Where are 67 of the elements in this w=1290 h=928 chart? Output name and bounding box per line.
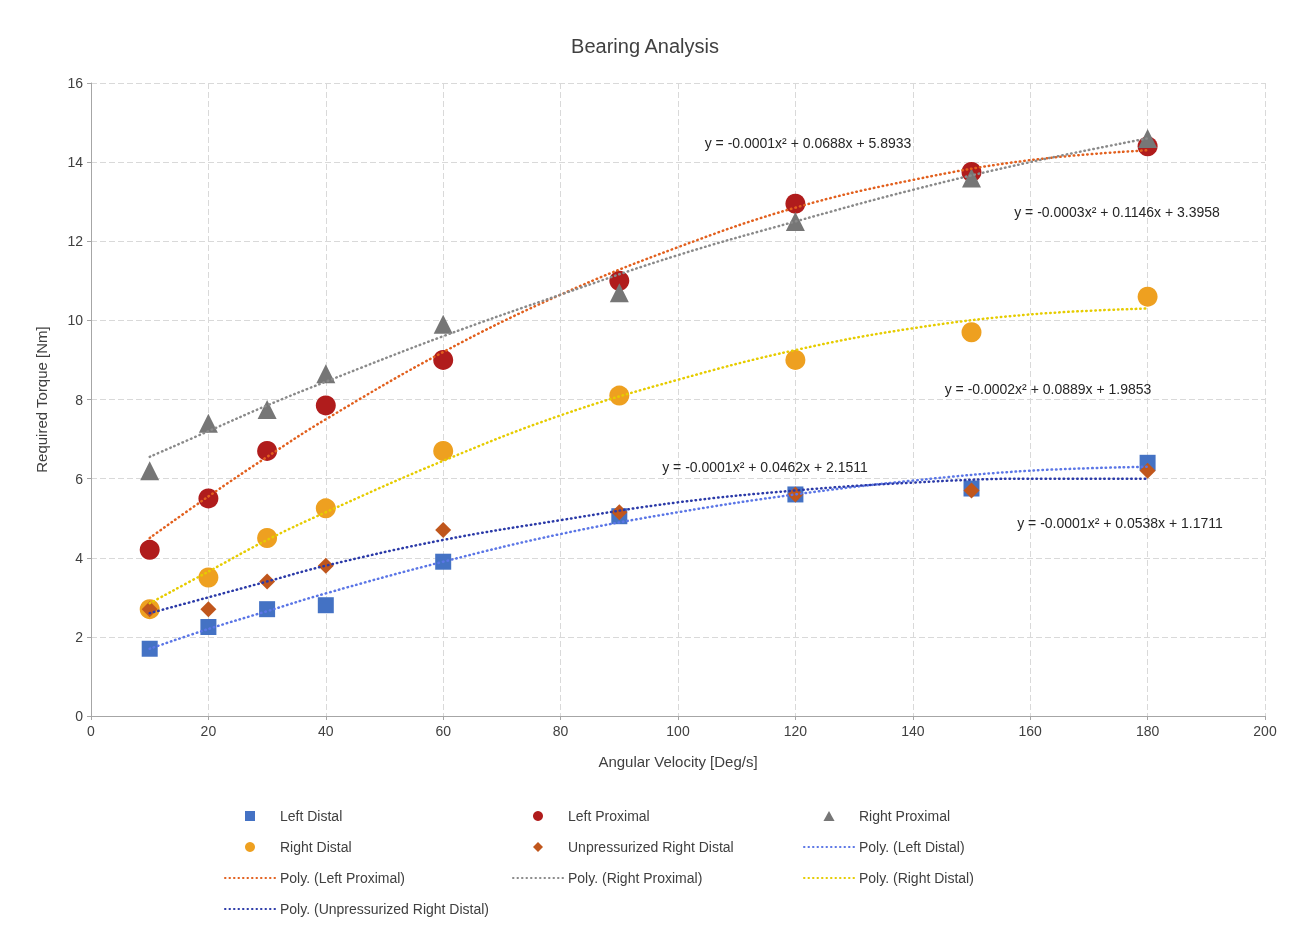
legend-label: Poly. (Right Proximal) bbox=[568, 870, 703, 886]
point bbox=[257, 440, 278, 461]
chart-title: Bearing Analysis bbox=[571, 35, 719, 57]
y-tick-label: 14 bbox=[67, 154, 84, 171]
point bbox=[433, 314, 453, 334]
point bbox=[139, 539, 160, 560]
x-tick-label: 60 bbox=[435, 723, 452, 739]
legend-label: Left Proximal bbox=[568, 808, 650, 824]
y-tick-label: 12 bbox=[67, 233, 84, 250]
point bbox=[609, 283, 629, 303]
x-axis-title: Angular Velocity [Deg/s] bbox=[598, 753, 758, 770]
legend-label: Poly. (Right Distal) bbox=[859, 870, 974, 886]
point bbox=[315, 498, 336, 519]
point bbox=[315, 395, 336, 416]
point bbox=[961, 322, 982, 343]
legend-label: Right Proximal bbox=[859, 808, 951, 824]
annotation: y = -0.0003x² + 0.1146x + 3.3958 bbox=[1014, 204, 1221, 220]
y-axis-title: Required Torque [Nm] bbox=[33, 326, 50, 473]
point bbox=[435, 522, 452, 539]
annotation: y = -0.0002x² + 0.0889x + 1.9853 bbox=[944, 381, 1152, 397]
x-tick-label: 20 bbox=[200, 723, 217, 739]
point bbox=[785, 349, 806, 370]
y-tick-label: 4 bbox=[75, 549, 84, 566]
point bbox=[1139, 462, 1156, 479]
y-tick-label: 8 bbox=[75, 391, 84, 408]
x-tick-label: 80 bbox=[552, 723, 569, 739]
legend-label: Unpressurized Right Distal bbox=[568, 839, 734, 855]
point bbox=[257, 399, 277, 419]
y-tick-label: 16 bbox=[67, 75, 84, 91]
point bbox=[1137, 286, 1158, 307]
point bbox=[785, 193, 806, 214]
annotation: y = -0.0001x² + 0.0462x + 2.1511 bbox=[662, 459, 869, 475]
point bbox=[257, 527, 278, 548]
y-tick-label: 6 bbox=[75, 470, 84, 487]
point bbox=[962, 168, 981, 188]
y-tick-label: 10 bbox=[67, 312, 84, 329]
point bbox=[141, 640, 158, 657]
point bbox=[259, 601, 276, 618]
y-tick-label: 2 bbox=[75, 628, 84, 645]
point bbox=[200, 618, 217, 635]
annotation: y = -0.0001x² + 0.0688x + 5.8933 bbox=[704, 135, 912, 151]
legend-label: Right Distal bbox=[280, 839, 352, 855]
x-tick-label: 200 bbox=[1253, 723, 1277, 739]
x-tick-label: 0 bbox=[87, 723, 96, 739]
legend-label: Poly. (Unpressurized Right Distal) bbox=[280, 901, 490, 917]
x-tick-label: 40 bbox=[318, 723, 334, 739]
point bbox=[433, 349, 454, 370]
point bbox=[198, 413, 218, 433]
point bbox=[198, 567, 219, 588]
x-tick-label: 140 bbox=[901, 723, 925, 739]
legend-label: Poly. (Left Distal) bbox=[859, 839, 965, 855]
point bbox=[433, 440, 454, 461]
annotation: y = -0.0001x² + 0.0538x + 1.1711 bbox=[1017, 515, 1224, 531]
point bbox=[200, 601, 217, 618]
x-tick-label: 180 bbox=[1135, 723, 1160, 739]
point bbox=[140, 461, 160, 481]
x-tick-label: 160 bbox=[1018, 723, 1043, 739]
x-tick-label: 100 bbox=[666, 723, 690, 739]
point bbox=[609, 385, 630, 406]
legend-label: Poly. (Left Proximal) bbox=[280, 870, 405, 886]
point bbox=[785, 211, 805, 231]
x-tick-label: 120 bbox=[783, 723, 808, 739]
legend-label: Left Distal bbox=[280, 808, 343, 824]
point bbox=[1138, 128, 1158, 148]
point bbox=[435, 553, 452, 570]
point bbox=[317, 597, 334, 614]
y-tick-label: 0 bbox=[75, 708, 84, 724]
